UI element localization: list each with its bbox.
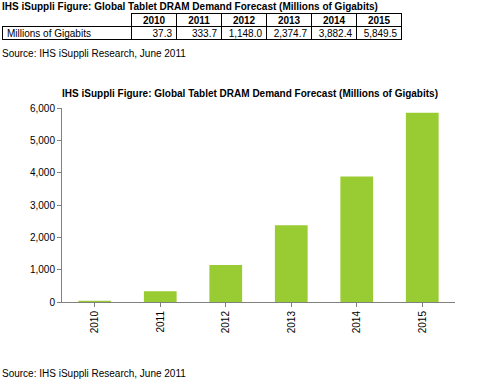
html-text:Millions of Gigabits: Millions of Gigabits [7,27,91,39]
svg-text:2013: 2013 [286,311,297,334]
svg-text:2,000: 2,000 [30,232,55,243]
html-text:2015: 2015 [367,14,391,26]
svg-text:2012: 2012 [220,311,231,334]
html-text:Source: IHS iSuppli Research,: Source: IHS iSuppli Research, June 2011 [2,48,186,59]
svg-text:6,000: 6,000 [30,103,55,114]
svg-text:5,000: 5,000 [30,135,55,146]
svg-text:4,000: 4,000 [30,167,55,178]
html-text:1,148.0: 1,148.0 [228,27,262,39]
html-text:2014: 2014 [322,14,346,26]
html-text:5,849.5: 5,849.5 [363,27,397,39]
html-text:IHS iSuppli Figure: Global Tab: IHS iSuppli Figure: Global Tablet DRAM D… [2,1,378,12]
svg-text:2011: 2011 [155,311,166,333]
svg-text:2015: 2015 [417,311,428,334]
svg-text:2014: 2014 [351,311,362,334]
html-text:2012: 2012 [232,14,256,26]
svg-text:IHS iSuppli Figure: Global Tab: IHS iSuppli Figure: Global Tablet DRAM D… [62,88,438,99]
svg-text:1,000: 1,000 [30,264,55,275]
html-text:37.3: 37.3 [152,27,172,39]
html-text:2010: 2010 [142,14,166,26]
html-text:Source: IHS iSuppli Research,: Source: IHS iSuppli Research, June 2011 [2,368,186,379]
html-text:2,374.7: 2,374.7 [273,27,307,39]
svg-text:0: 0 [49,297,55,308]
html-text:2013: 2013 [277,14,301,26]
svg-text:3,000: 3,000 [30,200,55,211]
html-text:3,882.4: 3,882.4 [318,27,352,39]
html-text:2011: 2011 [188,14,210,26]
html-text:333.7: 333.7 [192,27,217,39]
svg-text:2010: 2010 [89,311,100,334]
